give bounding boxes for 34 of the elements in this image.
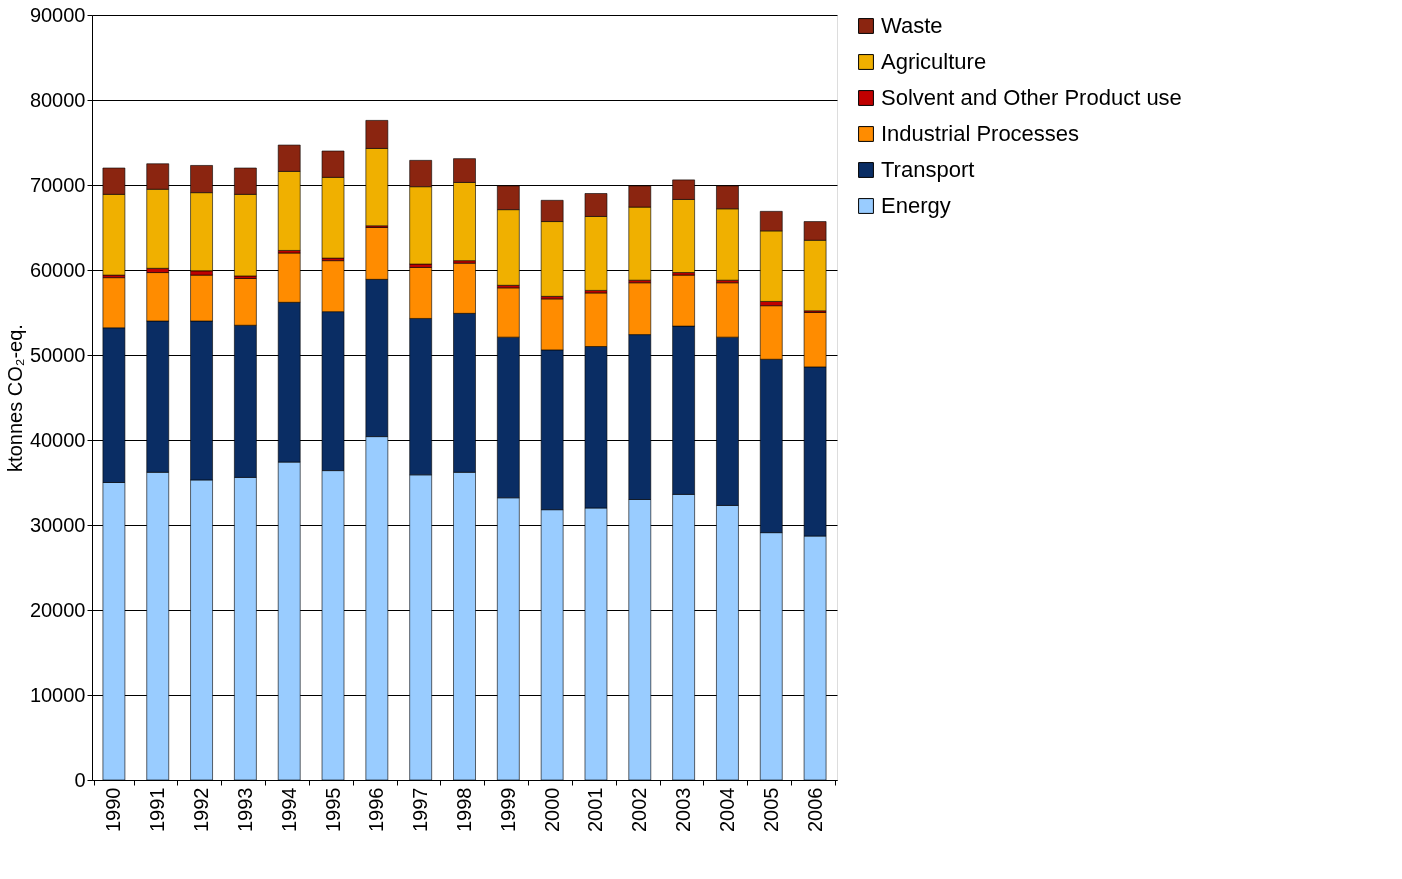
y-tick-label: 40000: [29, 428, 86, 451]
legend-label: Agriculture: [881, 49, 987, 74]
x-tick-label: 2003: [672, 787, 695, 832]
x-tick-label: 2002: [628, 787, 651, 832]
y-tick-label: 30000: [29, 513, 86, 536]
x-tick-label: 1991: [146, 787, 169, 832]
x-tick-label: 1996: [365, 787, 388, 832]
legend-label: Transport: [881, 157, 975, 182]
legend-label: Solvent and Other Product use: [881, 85, 1182, 110]
y-tick-label: 80000: [29, 88, 86, 111]
y-tick-label: 20000: [29, 598, 86, 621]
legend-label: Waste: [881, 13, 943, 38]
x-tick-label: 2005: [759, 787, 782, 832]
x-tick-label: 1993: [233, 787, 256, 832]
y-axis-title: ktonnes CO₂-eq.: [3, 324, 26, 472]
legend-label: Industrial Processes: [881, 121, 1080, 146]
x-tick-label: 1997: [409, 787, 432, 832]
x-tick-label: 2001: [584, 787, 607, 832]
x-tick-label: 2004: [715, 787, 738, 832]
y-tick-label: 60000: [29, 258, 86, 281]
y-tick-label: 90000: [29, 3, 86, 26]
x-tick-label: 1990: [102, 787, 125, 832]
x-tick-label: 1994: [277, 787, 300, 832]
y-tick-label: 10000: [29, 683, 86, 706]
y-tick-label: 50000: [29, 343, 86, 366]
x-tick-label: 1998: [453, 787, 475, 832]
y-tick-label: 0: [74, 768, 86, 791]
legend-label: Energy: [881, 193, 951, 218]
x-tick-label: 1992: [190, 787, 213, 832]
x-tick-label: 2000: [540, 787, 563, 832]
x-tick-label: 2006: [803, 787, 826, 832]
y-tick-label: 70000: [29, 173, 86, 196]
x-tick-label: 1995: [321, 787, 344, 832]
x-tick-label: 1999: [496, 787, 519, 832]
